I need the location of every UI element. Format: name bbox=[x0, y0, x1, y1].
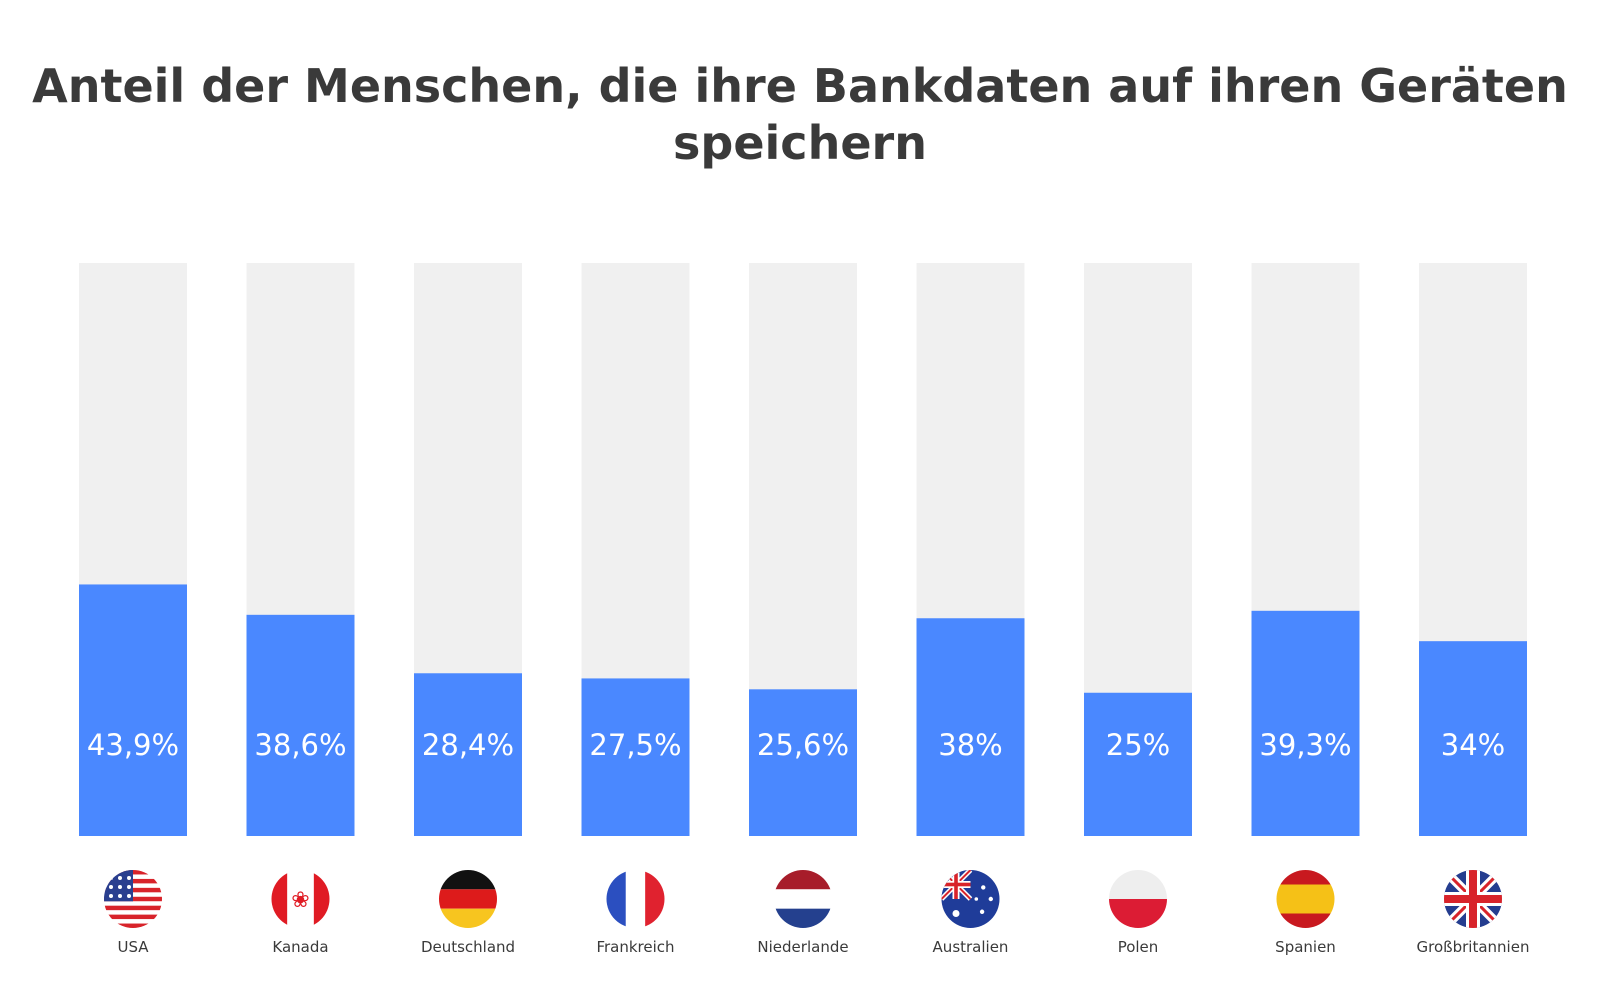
germany-flag-icon bbox=[439, 870, 497, 928]
flag-band-top bbox=[439, 870, 497, 890]
flag-band-bottom bbox=[1109, 899, 1167, 928]
category-label: Kanada bbox=[272, 938, 328, 956]
flag-band-bottom bbox=[439, 908, 497, 928]
chart-title-line-2: speichern bbox=[673, 116, 927, 170]
flag-stripe bbox=[104, 923, 162, 928]
poland-flag-icon bbox=[1109, 870, 1167, 928]
bar-group-großbritannien: 34% Großbritannien bbox=[1417, 263, 1530, 956]
flag-band-middle bbox=[774, 889, 832, 909]
netherlands-flag-icon bbox=[774, 870, 832, 928]
bar-group-spanien: 39,3% Spanien bbox=[1251, 263, 1360, 956]
category-label: Frankreich bbox=[596, 938, 674, 956]
bar bbox=[1084, 692, 1192, 836]
bar bbox=[581, 678, 690, 836]
bar-group-australien: 38% Australien bbox=[916, 263, 1025, 956]
flag-star bbox=[109, 894, 113, 898]
data-label: 38% bbox=[938, 728, 1002, 762]
data-label: 25% bbox=[1106, 728, 1170, 762]
flag-band-bottom bbox=[1276, 913, 1335, 928]
category-label: Großbritannien bbox=[1417, 938, 1530, 956]
flag-band-middle bbox=[1276, 884, 1335, 914]
bar bbox=[749, 689, 857, 836]
category-label: USA bbox=[117, 938, 149, 956]
data-label: 38,6% bbox=[254, 728, 346, 762]
flag-star bbox=[952, 910, 960, 917]
flag-band-left bbox=[606, 870, 626, 928]
flag-band-top bbox=[1109, 870, 1167, 899]
category-label: Spanien bbox=[1275, 938, 1336, 956]
chart-title-line-1: Anteil der Menschen, die ihre Bankdaten … bbox=[32, 59, 1568, 113]
flag-star bbox=[118, 885, 122, 889]
australia-flag-icon bbox=[941, 870, 1000, 928]
flag-band-middle bbox=[625, 870, 646, 928]
chart-title: Anteil der Menschen, die ihre Bankdaten … bbox=[0, 58, 1600, 172]
category-label: Polen bbox=[1118, 938, 1159, 956]
bar-group-frankreich: 27,5% Frankreich bbox=[581, 263, 690, 956]
flag-stripe bbox=[104, 905, 162, 911]
flag-star bbox=[127, 894, 131, 898]
bar-group-kanada: 38,6% ❀ Kanada bbox=[246, 263, 355, 956]
category-label: Deutschland bbox=[421, 938, 515, 956]
flag-star bbox=[127, 876, 131, 880]
flag-band-left bbox=[271, 870, 288, 928]
us-flag-icon bbox=[104, 870, 162, 928]
spain-flag-icon bbox=[1276, 870, 1335, 928]
bar bbox=[414, 673, 522, 836]
data-label: 34% bbox=[1441, 728, 1505, 762]
flag-star bbox=[988, 896, 993, 902]
bar bbox=[79, 584, 187, 836]
category-label: Niederlande bbox=[757, 938, 848, 956]
france-flag-icon bbox=[606, 870, 665, 928]
category-label: Australien bbox=[933, 938, 1009, 956]
flag-star bbox=[981, 885, 986, 890]
flag-star bbox=[109, 885, 113, 889]
flag-band-middle bbox=[439, 889, 497, 909]
data-label: 25,6% bbox=[757, 728, 849, 762]
flag-stripe bbox=[104, 914, 162, 920]
bar bbox=[1251, 610, 1360, 836]
canada-flag-icon: ❀ bbox=[271, 870, 330, 928]
bar bbox=[1419, 641, 1527, 836]
data-label: 27,5% bbox=[589, 728, 681, 762]
bar-group-usa: 43,9% USA bbox=[79, 263, 187, 956]
bar-group-niederlande: 25,6% Niederlande bbox=[749, 263, 857, 956]
data-label: 43,9% bbox=[87, 728, 179, 762]
flag-star bbox=[974, 897, 979, 901]
maple-leaf-icon: ❀ bbox=[291, 888, 309, 913]
flag-band-top bbox=[1276, 870, 1335, 885]
flag-band-top bbox=[774, 870, 832, 890]
bar bbox=[916, 618, 1025, 836]
flag-star bbox=[979, 909, 985, 914]
bar-group-deutschland: 28,4% Deutschland bbox=[414, 263, 522, 956]
flag-star bbox=[118, 894, 122, 898]
flag-cross bbox=[1444, 895, 1502, 903]
bar-group-polen: 25% Polen bbox=[1084, 263, 1192, 956]
flag-star bbox=[127, 885, 131, 889]
bar bbox=[246, 614, 355, 836]
flag-band-right bbox=[313, 870, 330, 928]
data-label: 39,3% bbox=[1259, 728, 1351, 762]
flag-band-right bbox=[645, 870, 665, 928]
flag-star bbox=[118, 876, 122, 880]
flag-band-bottom bbox=[774, 908, 832, 928]
data-label: 28,4% bbox=[422, 728, 514, 762]
flag-cross bbox=[941, 882, 971, 887]
flag-star bbox=[109, 876, 113, 880]
uk-flag-icon bbox=[1444, 870, 1502, 928]
